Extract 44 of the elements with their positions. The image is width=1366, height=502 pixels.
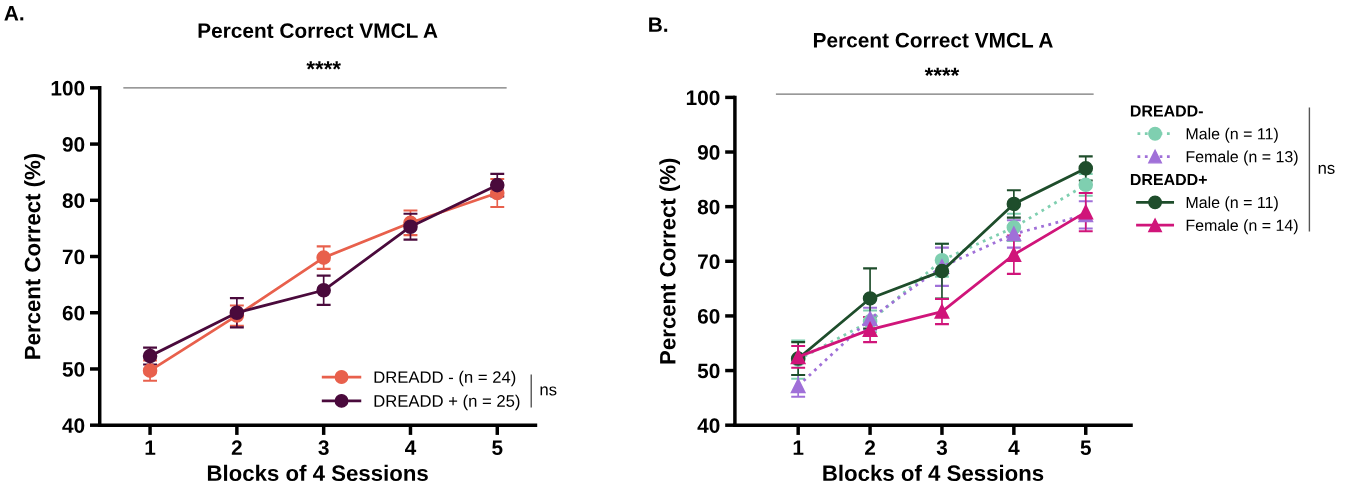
text: **** xyxy=(924,67,960,76)
y-tick-label: 90 xyxy=(62,137,85,152)
x-axis-title: Blocks of 4 Sessions xyxy=(207,464,428,482)
legend-label: Female (n = 13) xyxy=(1186,150,1298,166)
y-tick-label: 70 xyxy=(62,249,85,265)
x-tick-label: 4 xyxy=(1008,440,1020,455)
y-tick-label: 50 xyxy=(62,361,85,377)
y-tick-label: 80 xyxy=(62,193,85,209)
text: ns xyxy=(540,386,557,396)
x-axis-title: Blocks of 4 Sessions xyxy=(823,464,1044,482)
annotation: DREADD+ xyxy=(1130,174,1207,186)
legend-label: Male (n = 11) xyxy=(1186,196,1278,212)
x-tick-label: 5 xyxy=(1080,440,1091,456)
y-axis-title: Percent Correct (%) xyxy=(659,158,681,364)
y-tick-label: 100 xyxy=(686,90,720,106)
y-tick-label: 80 xyxy=(697,199,720,215)
annotation: DREADD- xyxy=(1130,105,1203,117)
y-tick-label: 40 xyxy=(62,418,85,433)
text: **** xyxy=(306,61,341,70)
y-tick-label: 100 xyxy=(51,80,85,96)
chart-title: Percent Correct VMCL A xyxy=(198,23,438,39)
legend-label: Male (n = 11) xyxy=(1186,127,1278,143)
x-tick-label: 1 xyxy=(793,440,804,455)
x-tick-label: 1 xyxy=(145,440,156,455)
legend-label: DREADD + (n = 25) xyxy=(374,394,520,411)
chart-title: Percent Correct VMCL A xyxy=(813,32,1053,48)
text: ns xyxy=(1318,164,1335,174)
x-tick-label: 3 xyxy=(936,440,948,456)
x-tick-label: 2 xyxy=(865,440,876,455)
y-tick-label: 60 xyxy=(697,308,720,324)
x-tick-label: 5 xyxy=(492,440,503,456)
y-tick-label: 90 xyxy=(697,145,720,160)
text: A. xyxy=(4,6,24,21)
legend-label: Female (n = 14) xyxy=(1186,219,1298,235)
x-tick-label: 4 xyxy=(405,440,417,455)
y-tick-label: 60 xyxy=(62,305,85,321)
x-tick-label: 2 xyxy=(231,440,242,455)
y-tick-label: 70 xyxy=(698,254,720,270)
y-axis-title: Percent Correct (%) xyxy=(24,153,45,359)
legend-label: DREADD - (n = 24) xyxy=(374,370,516,387)
y-tick-label: 50 xyxy=(697,363,720,379)
x-tick-label: 3 xyxy=(318,440,329,456)
y-tick-label: 40 xyxy=(697,418,720,433)
text: B. xyxy=(649,17,668,32)
